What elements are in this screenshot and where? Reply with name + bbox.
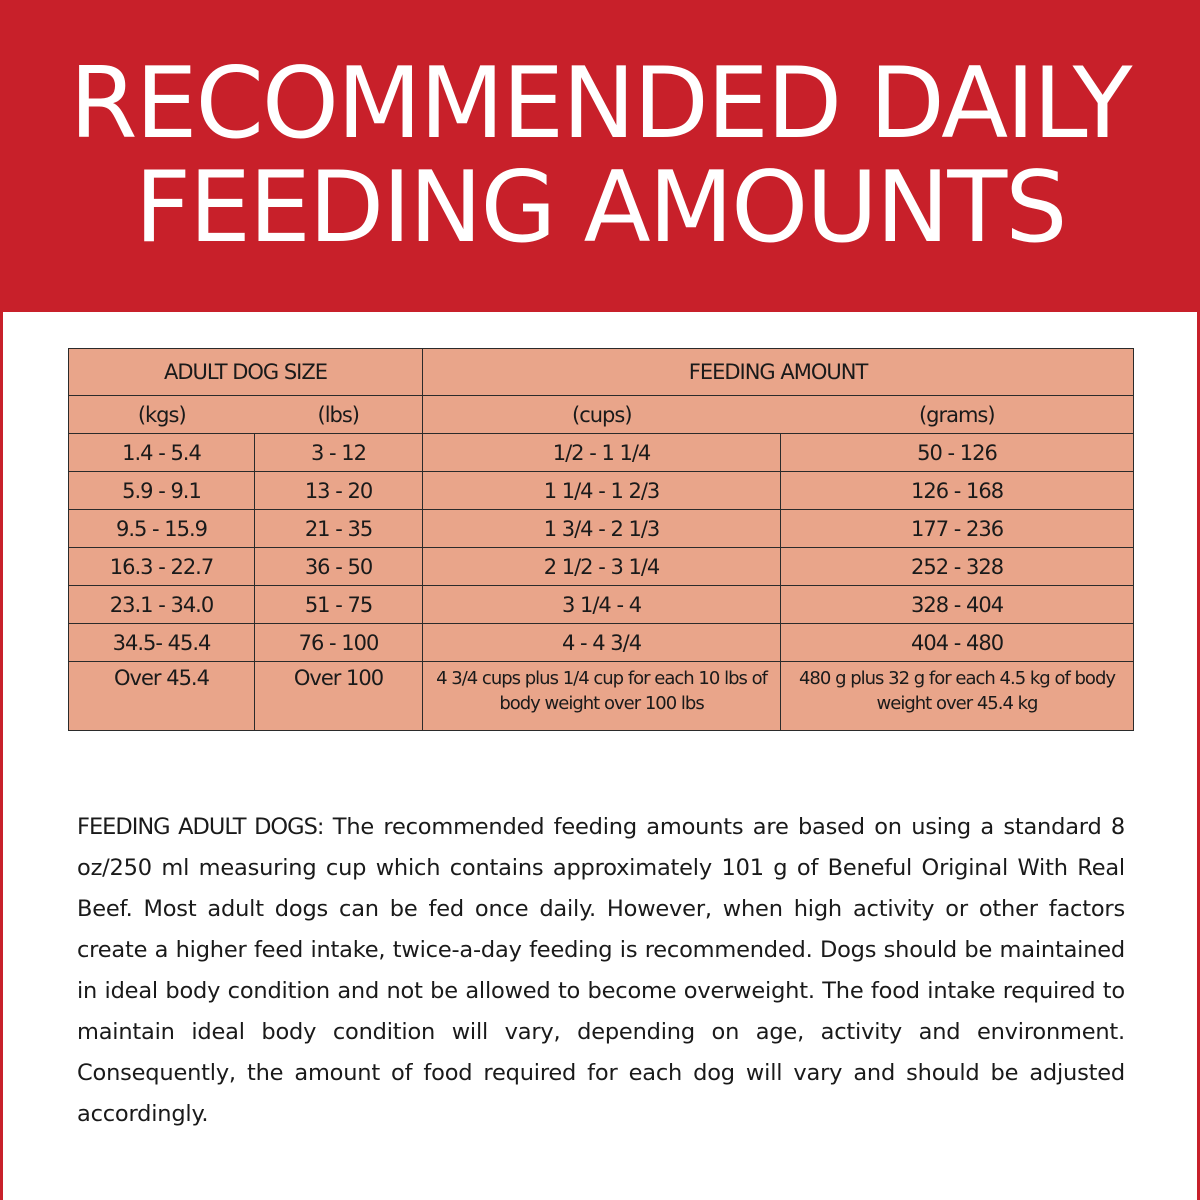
unit-header-row: (kgs) (lbs) (cups) (grams) <box>68 395 1135 434</box>
cell-lbs: Over 100 <box>253 661 424 731</box>
banner-title-line1: RECOMMENDED DAILY <box>69 47 1132 161</box>
cell-kgs: 34.5- 45.4 <box>68 623 255 662</box>
cell-kgs: Over 45.4 <box>68 661 255 731</box>
cell-kgs: 23.1 - 34.0 <box>68 585 255 624</box>
table-row: Over 45.4 Over 100 4 3/4 cups plus 1/4 c… <box>68 661 1135 731</box>
cell-cups: 3 1/4 - 4 <box>422 585 782 624</box>
left-border <box>0 312 3 1200</box>
cell-cups: 1/2 - 1 1/4 <box>422 433 782 472</box>
feeding-table: ADULT DOG SIZE FEEDING AMOUNT (kgs) (lbs… <box>67 348 1135 731</box>
table-row: 5.9 - 9.1 13 - 20 1 1/4 - 1 2/3 126 - 16… <box>68 471 1135 510</box>
cell-cups: 2 1/2 - 3 1/4 <box>422 547 782 586</box>
table-row: 9.5 - 15.9 21 - 35 1 3/4 - 2 1/3 177 - 2… <box>68 509 1135 548</box>
brand-name: Beneful Original With Real Beef <box>77 854 1125 922</box>
instructions-text-part1: The recommended feeding amounts are base… <box>77 813 1126 881</box>
right-border <box>1197 312 1200 1200</box>
cell-kgs: 9.5 - 15.9 <box>68 509 255 548</box>
banner-title-line2: FEEDING AMOUNTS <box>134 151 1068 265</box>
cell-cups: 1 1/4 - 1 2/3 <box>422 471 782 510</box>
cell-lbs: 3 - 12 <box>253 433 424 472</box>
header-kgs: (kgs) <box>68 395 255 434</box>
header-feeding-amount: FEEDING AMOUNT <box>422 348 1135 396</box>
cell-grams: 328 - 404 <box>780 585 1135 624</box>
header-cups: (cups) <box>422 395 781 434</box>
cell-grams: 50 - 126 <box>780 433 1135 472</box>
table-row: 23.1 - 34.0 51 - 75 3 1/4 - 4 328 - 404 <box>68 585 1135 624</box>
cell-lbs: 36 - 50 <box>253 547 424 586</box>
cell-grams: 480 g plus 32 g for each 4.5 kg of body … <box>780 661 1135 731</box>
header-adult-dog-size: ADULT DOG SIZE <box>67 348 424 396</box>
instructions-text-part2: . Most adult dogs can be fed once daily.… <box>77 895 1125 1127</box>
cell-kgs: 5.9 - 9.1 <box>68 471 255 510</box>
cell-cups: 4 - 4 3/4 <box>422 623 782 662</box>
cell-grams: 404 - 480 <box>780 623 1135 662</box>
header-banner: RECOMMENDED DAILY FEEDING AMOUNTS <box>0 0 1200 312</box>
instructions-heading: FEEDING ADULT DOGS: <box>77 813 324 840</box>
cell-kgs: 16.3 - 22.7 <box>68 547 255 586</box>
feeding-instructions: FEEDING ADULT DOGS: The recommended feed… <box>77 807 1125 1135</box>
cell-lbs: 76 - 100 <box>253 623 424 662</box>
cell-lbs: 13 - 20 <box>253 471 424 510</box>
group-header-row: ADULT DOG SIZE FEEDING AMOUNT <box>67 348 1135 396</box>
cell-kgs: 1.4 - 5.4 <box>68 433 255 472</box>
header-grams: (grams) <box>780 395 1135 434</box>
cell-cups: 4 3/4 cups plus 1/4 cup for each 10 lbs … <box>422 661 782 731</box>
cell-lbs: 21 - 35 <box>253 509 424 548</box>
table-row: 1.4 - 5.4 3 - 12 1/2 - 1 1/4 50 - 126 <box>68 433 1135 472</box>
cell-grams: 252 - 328 <box>780 547 1135 586</box>
table-row: 34.5- 45.4 76 - 100 4 - 4 3/4 404 - 480 <box>68 623 1135 662</box>
cell-cups: 1 3/4 - 2 1/3 <box>422 509 782 548</box>
table-row: 16.3 - 22.7 36 - 50 2 1/2 - 3 1/4 252 - … <box>68 547 1135 586</box>
header-lbs: (lbs) <box>254 395 424 434</box>
cell-grams: 177 - 236 <box>780 509 1135 548</box>
cell-lbs: 51 - 75 <box>253 585 424 624</box>
cell-grams: 126 - 168 <box>780 471 1135 510</box>
